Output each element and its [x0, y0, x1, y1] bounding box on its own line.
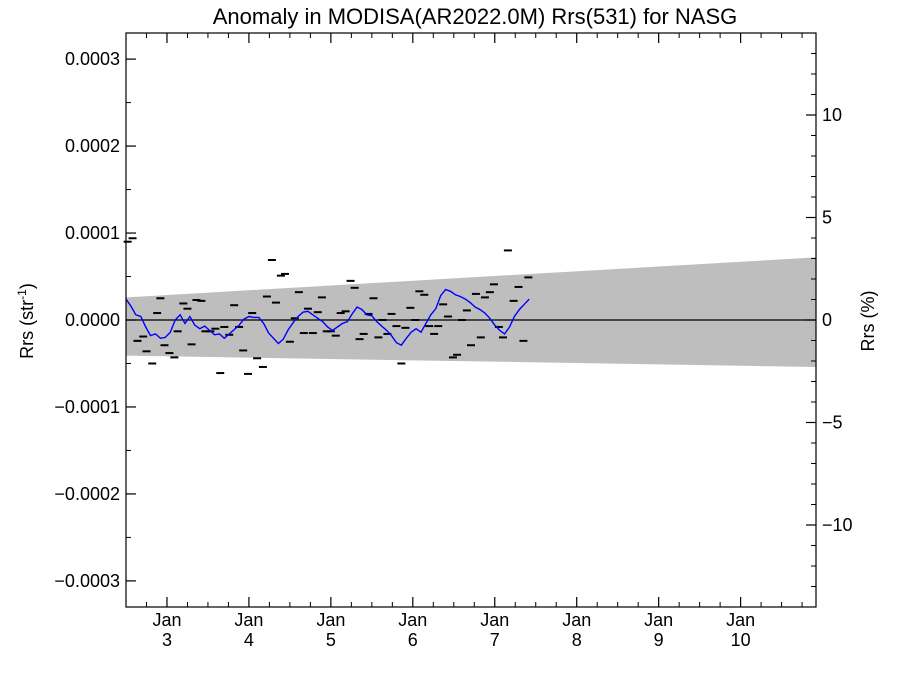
x-tick-label-month: Jan: [726, 610, 755, 630]
x-tick-label-month: Jan: [398, 610, 427, 630]
x-tick-label-month: Jan: [562, 610, 591, 630]
left-y-axis: 0.0003 0.0002 0.0001 0.0000 −0.0001 −0.0002 −0…: [54, 49, 136, 591]
left-tick-label: −0.0003: [54, 571, 120, 591]
x-tick-label-year: 8: [572, 630, 582, 650]
plot-area: [123, 32, 817, 608]
left-tick-label: −0.0002: [54, 484, 120, 504]
right-axis-label: Rrs (%): [858, 291, 878, 352]
x-tick-label-year: 9: [654, 630, 664, 650]
right-tick-label: 0: [822, 310, 832, 330]
x-tick-label-month: Jan: [316, 610, 345, 630]
confidence-band: [126, 257, 816, 367]
x-tick-label-year: 10: [731, 630, 751, 650]
running-mean-line: [125, 288, 530, 347]
right-tick-label: 5: [822, 208, 832, 228]
right-tick-label: 10: [822, 105, 842, 125]
left-tick-label: 0.0001: [65, 223, 120, 243]
left-tick-label: 0.0002: [65, 136, 120, 156]
x-tick-label-month: Jan: [480, 610, 509, 630]
x-tick-label-month: Jan: [234, 610, 263, 630]
x-tick-label-year: 3: [162, 630, 172, 650]
left-tick-label: 0.0000: [65, 310, 120, 330]
right-tick-label: −10: [822, 515, 853, 535]
left-tick-label: −0.0001: [54, 397, 120, 417]
chart-title: Anomaly in MODISA(AR2022.0M) Rrs(531) fo…: [213, 4, 738, 29]
x-tick-label-year: 5: [326, 630, 336, 650]
x-tick-label-year: 4: [244, 630, 254, 650]
x-tick-label-month: Jan: [644, 610, 673, 630]
left-axis-label: Rrs (str-1): [15, 283, 37, 359]
right-tick-label: −5: [822, 413, 843, 433]
x-tick-label-month: Jan: [152, 610, 181, 630]
right-y-axis: 10 5 0 −5 −10: [806, 53, 853, 587]
x-tick-label-year: 6: [408, 630, 418, 650]
x-tick-label-year: 7: [490, 630, 500, 650]
left-tick-label: 0.0003: [65, 49, 120, 69]
